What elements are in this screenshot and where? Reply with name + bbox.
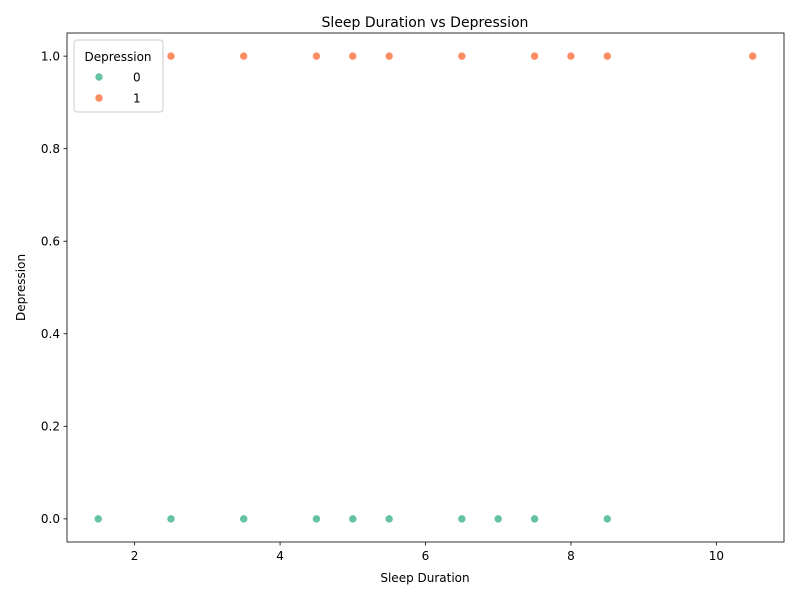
x-tick-label: 8 [567, 549, 575, 563]
data-point-series-0 [457, 514, 467, 524]
legend-box [73, 39, 164, 113]
data-point-series-1 [384, 51, 394, 61]
x-tick-label: 4 [276, 549, 284, 563]
data-points [93, 51, 758, 524]
x-tick-label: 2 [131, 549, 139, 563]
legend-label-0: 0 [133, 71, 141, 85]
chart-title: Sleep Duration vs Depression [322, 15, 529, 31]
legend-marker-0 [94, 72, 104, 82]
data-point-series-0 [530, 514, 539, 524]
x-axis-label: Sleep Duration [380, 571, 469, 585]
data-point-series-1 [348, 51, 358, 61]
y-axis: 0.0 0.2 0.4 0.6 0.8 1.0 [41, 49, 67, 526]
data-point-series-0 [239, 514, 249, 524]
data-point-series-1 [566, 51, 576, 61]
data-point-series-0 [93, 514, 103, 524]
data-point-series-1 [312, 51, 321, 61]
data-point-series-0 [602, 514, 612, 524]
plot-background [67, 33, 784, 542]
y-tick-label: 0.6 [41, 234, 60, 248]
y-tick-label: 0.0 [41, 512, 60, 526]
y-axis-label: Depression [14, 254, 28, 321]
x-tick-label: 10 [709, 549, 724, 563]
legend: Depression 0 1 [73, 39, 164, 113]
data-point-series-0 [384, 514, 394, 524]
data-point-series-0 [493, 514, 503, 524]
data-point-series-0 [312, 514, 321, 524]
legend-label-1: 1 [133, 92, 141, 106]
legend-title: Depression [84, 50, 151, 64]
plot-area [67, 33, 784, 542]
plot-frame [66, 32, 785, 543]
data-point-series-1 [239, 51, 249, 61]
data-point-series-1 [457, 51, 467, 61]
x-axis: 2 4 6 8 10 [131, 542, 724, 563]
data-point-series-0 [166, 514, 176, 524]
data-point-series-1 [748, 51, 758, 61]
data-point-series-1 [602, 51, 612, 61]
data-point-series-1 [166, 51, 176, 61]
data-point-series-0 [348, 514, 358, 524]
y-tick-label: 0.2 [41, 420, 60, 434]
x-tick-label: 6 [422, 549, 430, 563]
y-tick-label: 0.8 [41, 142, 60, 156]
legend-marker-1 [94, 93, 104, 103]
y-tick-label: 0.4 [41, 327, 60, 341]
data-point-series-1 [530, 51, 539, 61]
y-tick-label: 1.0 [41, 49, 60, 63]
